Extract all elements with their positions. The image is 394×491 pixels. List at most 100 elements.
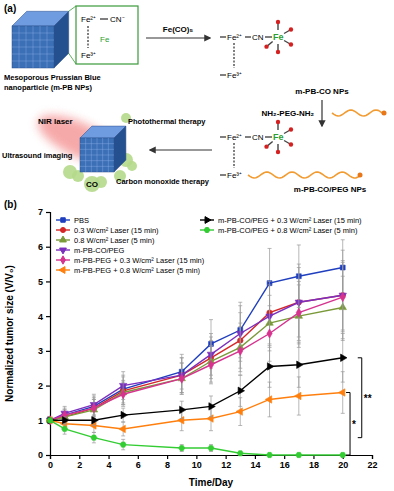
error-bar-cap	[209, 444, 213, 445]
tick-mark	[79, 455, 80, 459]
error-bar-cap	[341, 333, 345, 334]
marker	[207, 415, 213, 422]
co-ligand-o	[289, 42, 293, 46]
co-ligand-o	[276, 120, 280, 124]
error-bar-cap	[297, 264, 301, 265]
error-bar-cap	[180, 418, 184, 419]
label: CN	[252, 133, 264, 142]
marker	[238, 387, 244, 394]
legend-label: m-PB-CO/PEG + 0.8 W/cm² Laser (5 min)	[218, 226, 358, 235]
tick-label: 6	[38, 242, 43, 252]
marker	[92, 417, 98, 424]
significance-bracket	[346, 393, 350, 455]
error-bar-cap	[209, 430, 213, 431]
marker	[296, 308, 301, 317]
error-bar-cap	[63, 434, 67, 435]
error-bar-cap	[92, 432, 96, 433]
tick-label: 18	[309, 460, 319, 470]
error-bar-cap	[297, 415, 301, 416]
tick-label: 1	[38, 416, 43, 426]
marker	[340, 452, 346, 457]
tick: 4	[107, 455, 112, 470]
tick-label: 7	[38, 207, 43, 217]
error-bar-cap	[180, 357, 184, 358]
series-line	[50, 420, 343, 455]
label: Mesoporous Prussian Blue	[4, 73, 101, 82]
series	[47, 262, 345, 425]
error-bar-cap	[180, 363, 184, 364]
tick: 3	[38, 346, 50, 356]
co-ligand-o	[289, 142, 293, 146]
marker	[237, 451, 243, 456]
tick-label: 4	[107, 460, 112, 470]
cube-side	[114, 126, 126, 172]
arrow	[321, 100, 322, 126]
error-bar-cap	[180, 354, 184, 355]
cube-grid	[80, 166, 114, 167]
marker	[338, 389, 344, 396]
marker	[177, 417, 183, 424]
bond	[220, 75, 226, 76]
tick: 5	[38, 277, 50, 287]
error-bar	[341, 250, 345, 340]
tick-label: 14	[250, 460, 260, 470]
error-bar-cap	[297, 281, 301, 282]
marker	[236, 408, 242, 415]
cube-grid	[40, 26, 41, 68]
x-axis: 0246810121416182022	[48, 455, 378, 470]
cube-front	[12, 26, 54, 68]
error-bar-cap	[341, 250, 345, 251]
legend-label: 0.8 W/cm² Laser (5 min)	[74, 236, 155, 245]
peg-chain	[332, 110, 384, 116]
marker	[47, 418, 53, 424]
error-bar-cap	[180, 401, 184, 402]
legend: PBS0.3 W/cm² Laser (15 min)0.8 W/cm² Las…	[56, 216, 362, 275]
error-bar-cap	[63, 423, 67, 424]
series-line	[50, 268, 343, 421]
error-bar-cap	[268, 284, 272, 285]
error-bar-cap	[180, 357, 184, 358]
panel-b: (b)024681012141618202201234567Time/DayNo…	[4, 199, 378, 488]
tick: 4	[38, 312, 50, 322]
tick-mark	[46, 212, 50, 213]
label: m-PB-CO/PEG NPs	[294, 185, 367, 194]
zoom-box	[76, 6, 138, 64]
error-bar-cap	[180, 430, 184, 431]
tick-mark	[108, 455, 109, 459]
error-bar-cap	[268, 416, 272, 417]
tick: 16	[280, 455, 290, 470]
tick-mark	[138, 455, 139, 459]
cube-side	[54, 11, 69, 68]
label: Fe³⁺	[227, 171, 242, 180]
error-bar-cap	[268, 387, 272, 388]
series-line	[50, 295, 343, 420]
error-bar-cap	[209, 395, 213, 396]
error-bar-cap	[341, 239, 345, 240]
label: Fe³⁺	[81, 51, 96, 60]
error-bar-cap	[268, 281, 272, 282]
error-bar-cap	[209, 383, 213, 384]
error-bar-cap	[121, 435, 125, 436]
marker	[297, 361, 303, 368]
legend-label: m-PB-CO/PEG	[74, 246, 125, 255]
significance-bracket	[358, 358, 362, 438]
zoom-line	[69, 6, 76, 11]
marker	[265, 396, 271, 403]
legend-entry: m-PB-PEG + 0.8 W/cm² Laser (5 min)	[56, 266, 201, 275]
tick-label: 6	[136, 460, 141, 470]
marker	[208, 360, 213, 369]
error-bar-cap	[92, 394, 96, 395]
legend-label: m-PB-PEG + 0.3 W/cm² Laser (15 min)	[74, 256, 205, 265]
tick: 6	[136, 455, 141, 470]
legend-label: m-PB-PEG + 0.8 W/cm² Laser (5 min)	[74, 266, 201, 275]
marker	[267, 329, 272, 338]
marker	[179, 374, 184, 383]
series	[46, 372, 345, 436]
error-bar-cap	[238, 425, 242, 426]
cube-grid	[47, 26, 48, 68]
tick-label: 22	[367, 460, 377, 470]
label: Fe²⁺	[227, 33, 242, 42]
bond	[265, 137, 272, 138]
legend-marker	[61, 256, 66, 264]
label: Carbon monoxide therapy	[116, 177, 210, 186]
